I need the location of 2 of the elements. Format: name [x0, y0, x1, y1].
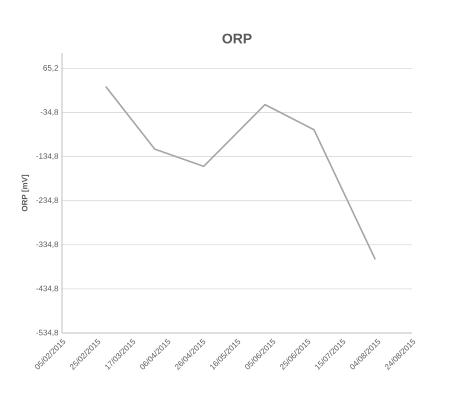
line-series [104, 86, 376, 260]
chart-title: ORP [222, 34, 252, 44]
